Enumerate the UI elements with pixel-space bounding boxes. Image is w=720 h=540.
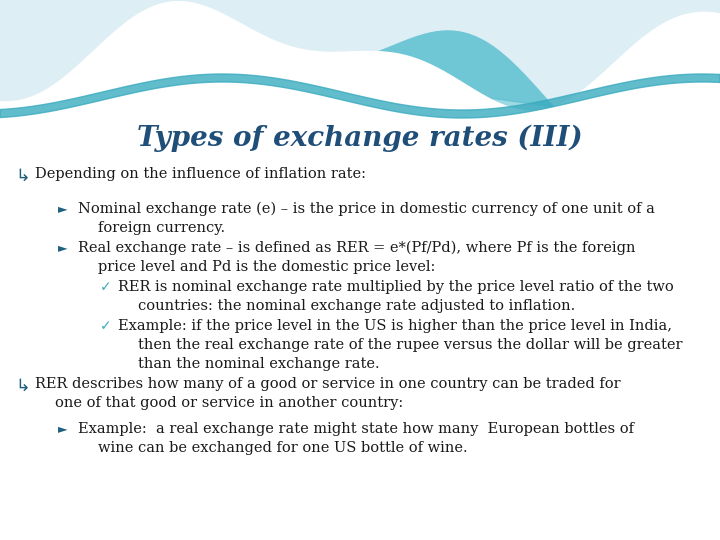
Text: ►: ► [58,422,68,435]
Text: price level and Pd is the domestic price level:: price level and Pd is the domestic price… [98,260,436,274]
Text: Example: if the price level in the US is higher than the price level in India,: Example: if the price level in the US is… [118,319,672,333]
Text: than the nominal exchange rate.: than the nominal exchange rate. [138,357,379,371]
Text: Real exchange rate – is defined as RER = e*(Pf/Pd), where Pf is the foreign: Real exchange rate – is defined as RER =… [78,241,636,255]
Text: RER is nominal exchange rate multiplied by the price level ratio of the two: RER is nominal exchange rate multiplied … [118,280,674,294]
Text: ►: ► [58,202,68,215]
Text: Depending on the influence of inflation rate:: Depending on the influence of inflation … [35,167,366,181]
Text: ✓: ✓ [100,280,112,294]
Text: Types of exchange rates (III): Types of exchange rates (III) [138,125,582,152]
Text: ✓: ✓ [100,319,112,333]
Text: countries: the nominal exchange rate adjusted to inflation.: countries: the nominal exchange rate adj… [138,299,575,313]
Text: then the real exchange rate of the rupee versus the dollar will be greater: then the real exchange rate of the rupee… [138,338,683,352]
Text: ►: ► [58,241,68,254]
Text: Example:  a real exchange rate might state how many  European bottles of: Example: a real exchange rate might stat… [78,422,634,436]
Text: ↳: ↳ [15,167,30,185]
Text: one of that good or service in another country:: one of that good or service in another c… [55,396,403,410]
Text: ↳: ↳ [15,377,30,395]
Text: RER describes how many of a good or service in one country can be traded for: RER describes how many of a good or serv… [35,377,621,391]
Text: Nominal exchange rate (e) – is the price in domestic currency of one unit of a: Nominal exchange rate (e) – is the price… [78,202,655,217]
Text: foreign currency.: foreign currency. [98,221,225,235]
Text: wine can be exchanged for one US bottle of wine.: wine can be exchanged for one US bottle … [98,441,467,455]
